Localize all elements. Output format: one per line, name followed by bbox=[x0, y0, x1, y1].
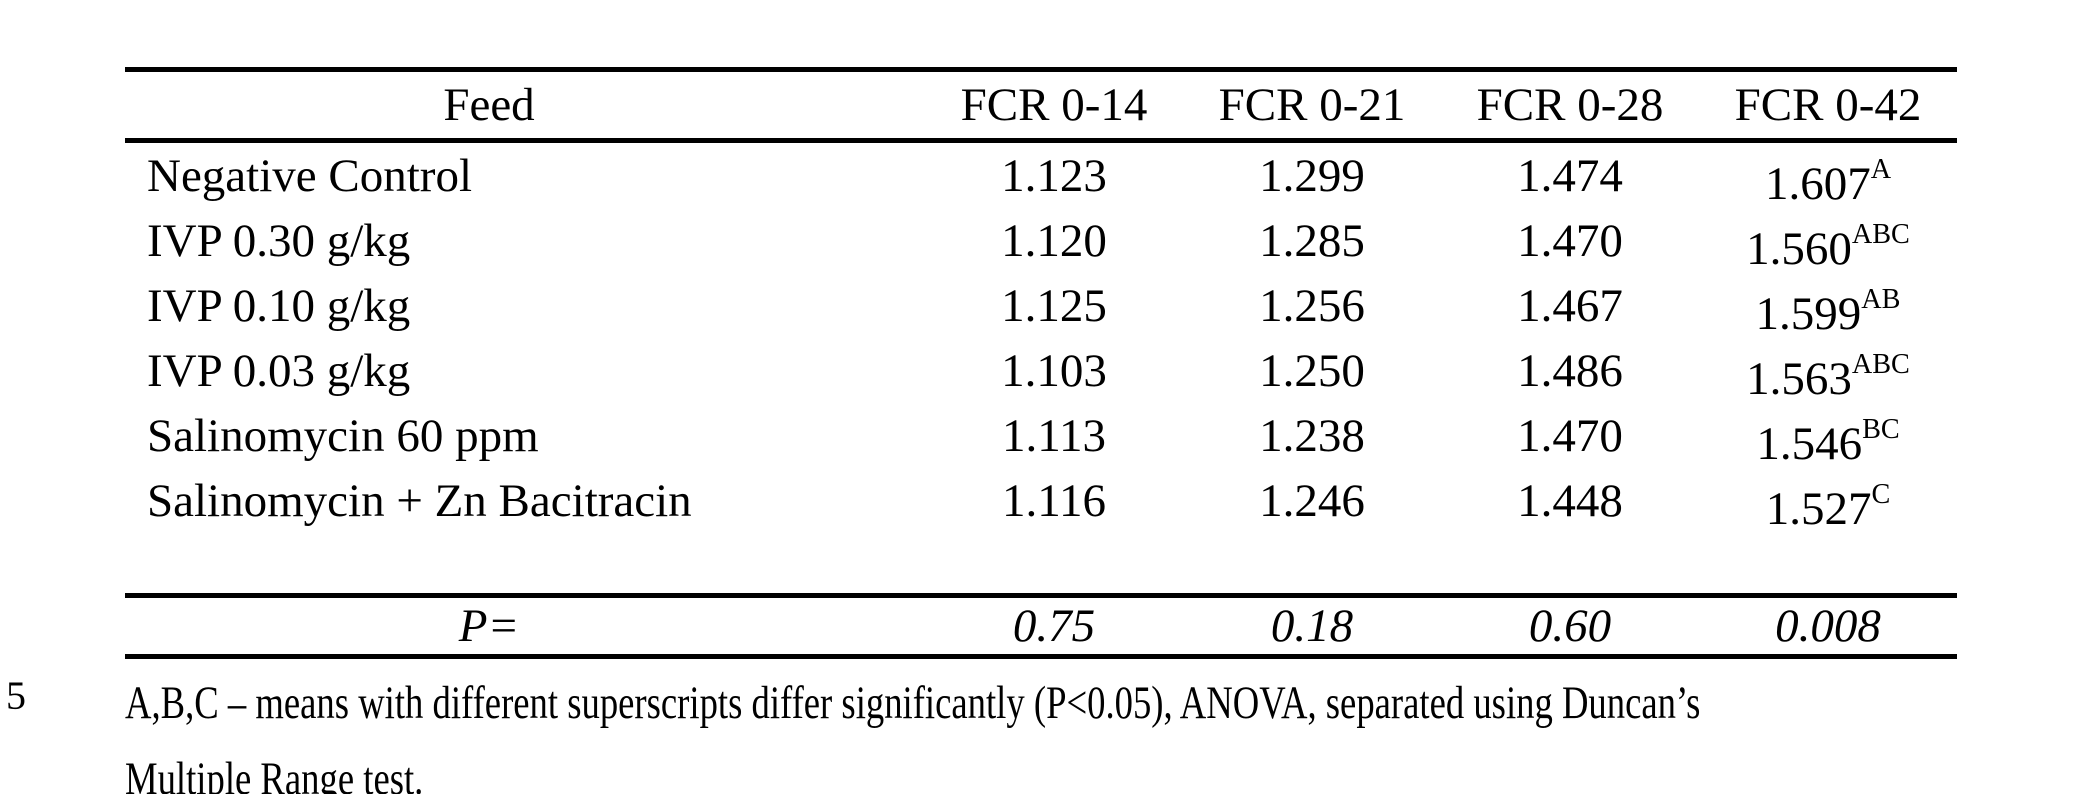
p-value-fcr-0-21: 0.18 bbox=[1270, 600, 1354, 652]
fcr-0-14-value: 1.123 bbox=[1001, 149, 1107, 202]
footnote-line-1: A,B,C – means with different superscript… bbox=[125, 677, 1701, 729]
fcr-0-42-number: 1.527 bbox=[1765, 482, 1872, 535]
table-row: IVP 0.10 g/kg 1.125 1.256 1.467 1.599AB bbox=[125, 273, 1957, 341]
fcr-0-14-value: 1.103 bbox=[1001, 344, 1107, 397]
feed-cell: Negative Control bbox=[147, 149, 473, 202]
fcr-0-42-number: 1.599 bbox=[1755, 287, 1862, 340]
fcr-0-42-value: 1.563ABC bbox=[1699, 349, 1957, 406]
feed-cell: IVP 0.03 g/kg bbox=[147, 344, 411, 397]
table-bottom-rule bbox=[125, 654, 1957, 659]
feed-cell: IVP 0.30 g/kg bbox=[147, 214, 411, 267]
significance-superscript: ABC bbox=[1851, 349, 1910, 381]
fcr-0-14-value: 1.125 bbox=[1001, 279, 1107, 332]
significance-superscript: AB bbox=[1861, 284, 1901, 316]
table-header-row: Feed FCR 0-14 FCR 0-21 FCR 0-28 FCR 0-42 bbox=[125, 72, 1957, 138]
table-row: Negative Control 1.123 1.299 1.474 1.607… bbox=[125, 143, 1957, 211]
table-row: Salinomycin + Zn Bacitracin 1.116 1.246 … bbox=[125, 468, 1957, 536]
p-value-fcr-0-42: 0.008 bbox=[1775, 600, 1881, 652]
fcr-0-42-number: 1.546 bbox=[1756, 417, 1863, 470]
header-feed: Feed bbox=[443, 79, 535, 131]
fcr-0-42-value: 1.546BC bbox=[1699, 414, 1957, 471]
header-fcr-0-14: FCR 0-14 bbox=[960, 79, 1148, 131]
feed-cell: Salinomycin 60 ppm bbox=[147, 409, 539, 462]
p-value-fcr-0-28: 0.60 bbox=[1528, 600, 1612, 652]
table-footnote: A,B,C – means with different superscript… bbox=[125, 665, 1957, 794]
fcr-0-28-value: 1.474 bbox=[1517, 149, 1623, 202]
fcr-0-28-value: 1.470 bbox=[1517, 409, 1623, 462]
feed-cell: IVP 0.10 g/kg bbox=[147, 279, 411, 332]
fcr-0-14-value: 1.116 bbox=[1001, 474, 1106, 527]
fcr-0-14-value: 1.120 bbox=[1001, 214, 1107, 267]
fcr-0-42-number: 1.607 bbox=[1764, 157, 1871, 210]
fcr-0-28-value: 1.470 bbox=[1517, 214, 1623, 267]
fcr-0-42-value: 1.599AB bbox=[1699, 284, 1957, 341]
fcr-0-21-value: 1.246 bbox=[1259, 474, 1365, 527]
margin-line-number: 5 bbox=[6, 673, 26, 718]
footnote-line-2: Multiple Range test. bbox=[125, 753, 424, 794]
p-value-fcr-0-14: 0.75 bbox=[1012, 600, 1096, 652]
significance-superscript: A bbox=[1870, 154, 1892, 186]
feed-cell: Salinomycin + Zn Bacitracin bbox=[147, 474, 692, 527]
significance-superscript: ABC bbox=[1851, 219, 1910, 251]
fcr-0-21-value: 1.250 bbox=[1259, 344, 1365, 397]
fcr-table: Feed FCR 0-14 FCR 0-21 FCR 0-28 FCR 0-42… bbox=[125, 67, 1957, 794]
header-fcr-0-42: FCR 0-42 bbox=[1734, 79, 1922, 131]
fcr-0-42-value: 1.560ABC bbox=[1699, 219, 1957, 276]
table-header-rule bbox=[125, 138, 1957, 143]
significance-superscript: C bbox=[1871, 479, 1891, 511]
table-row: IVP 0.03 g/kg 1.103 1.250 1.486 1.563ABC bbox=[125, 338, 1957, 406]
table-row: Salinomycin 60 ppm 1.113 1.238 1.470 1.5… bbox=[125, 403, 1957, 471]
p-row-label: P= bbox=[458, 600, 520, 652]
fcr-0-21-value: 1.256 bbox=[1259, 279, 1365, 332]
table-gap bbox=[125, 533, 1957, 593]
fcr-0-28-value: 1.486 bbox=[1517, 344, 1623, 397]
fcr-0-21-value: 1.299 bbox=[1259, 149, 1365, 202]
fcr-0-21-value: 1.285 bbox=[1259, 214, 1365, 267]
fcr-0-28-value: 1.448 bbox=[1517, 474, 1623, 527]
table-top-rule bbox=[125, 67, 1957, 72]
fcr-0-42-number: 1.560 bbox=[1746, 222, 1852, 275]
fcr-0-28-value: 1.467 bbox=[1517, 279, 1623, 332]
p-row-top-rule bbox=[125, 593, 1957, 598]
header-fcr-0-28: FCR 0-28 bbox=[1476, 79, 1664, 131]
fcr-0-42-number: 1.563 bbox=[1746, 352, 1852, 405]
p-value-row: P= 0.75 0.18 0.60 0.008 bbox=[125, 598, 1957, 654]
significance-superscript: BC bbox=[1862, 414, 1900, 446]
fcr-0-21-value: 1.238 bbox=[1259, 409, 1365, 462]
header-fcr-0-21: FCR 0-21 bbox=[1218, 79, 1406, 131]
fcr-0-42-value: 1.527C bbox=[1699, 479, 1957, 536]
table-row: IVP 0.30 g/kg 1.120 1.285 1.470 1.560ABC bbox=[125, 208, 1957, 276]
fcr-0-42-value: 1.607A bbox=[1699, 154, 1957, 211]
fcr-0-14-value: 1.113 bbox=[1001, 409, 1106, 462]
